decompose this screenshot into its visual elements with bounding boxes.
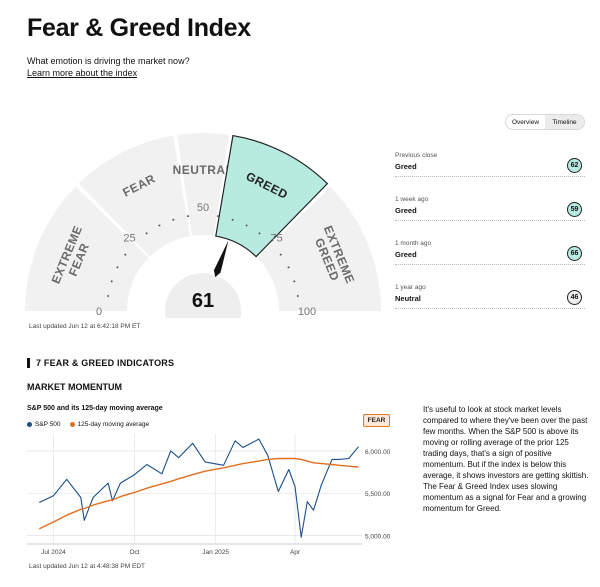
gauge-needle xyxy=(213,240,229,278)
history-rating: Greed xyxy=(395,162,417,171)
gauge-tick-label: 75 xyxy=(270,232,282,244)
chart-x-tick-label: Jul 2024 xyxy=(41,549,66,556)
gauge-tick-dot xyxy=(124,253,127,256)
legend-moving-average: 125-day moving average xyxy=(69,421,150,428)
gauge-segment-label: NEUTRAL xyxy=(173,163,234,177)
gauge-tick-dot xyxy=(110,280,113,283)
chart-y-tick-label: 5,000.00 xyxy=(365,534,391,541)
gauge-segment-greed xyxy=(215,134,329,258)
history-rating: Greed xyxy=(395,206,417,215)
history-score-badge: 46 xyxy=(567,290,582,305)
gauge-tick-label: 0 xyxy=(96,306,102,318)
view-toggle: Overview Timeline xyxy=(505,114,585,130)
gauge-segment-fear xyxy=(78,135,191,257)
market-momentum-chart: 5,000.00 5,500.00 6,000.00 Jul 2024 Oct Jan 2… xyxy=(27,434,391,556)
chart-last-updated: Last updated Jun 12 at 4:48:38 PM EDT xyxy=(29,563,145,570)
gauge-tick-dot xyxy=(287,266,290,269)
chart-x-tick-label: Jan 2025 xyxy=(202,549,229,556)
history-score-badge: 59 xyxy=(567,202,582,217)
gauge-tick-dot xyxy=(279,253,282,256)
indicator-description: It's useful to look at stock market leve… xyxy=(423,405,589,513)
divider xyxy=(395,308,585,309)
history-1-week: 1 week ago Greed 59 xyxy=(395,196,585,226)
history-1-month: 1 month ago Greed 66 xyxy=(395,240,585,270)
learn-more-link[interactable]: Learn more about the index xyxy=(27,68,138,78)
gauge-segment-extreme-fear xyxy=(25,186,149,311)
legend-dot xyxy=(27,421,32,427)
history-rating: Greed xyxy=(395,250,417,259)
history-period: 1 week ago xyxy=(395,196,429,203)
legend-label: S&P 500 xyxy=(35,421,61,428)
legend-label: 125-day moving average xyxy=(77,421,150,428)
page-title: Fear & Greed Index xyxy=(27,14,251,42)
divider xyxy=(395,264,585,265)
overview-tab[interactable]: Overview xyxy=(511,118,540,126)
legend-sp500: S&P 500 xyxy=(27,421,61,428)
gauge-segment-extreme-greed xyxy=(257,186,381,311)
gauge-tick-dot xyxy=(245,224,248,227)
section-marker xyxy=(27,358,30,368)
chart-x-tick-label: Oct xyxy=(129,549,139,556)
gauge-tick-dot xyxy=(172,218,175,221)
chart-legend: S&P 500 125-day moving average xyxy=(27,421,149,428)
divider xyxy=(395,176,585,177)
legend-dot xyxy=(69,421,75,427)
rating-tag: FEAR xyxy=(363,414,390,427)
divider xyxy=(395,220,585,221)
gauge-tick-label: 100 xyxy=(298,306,316,318)
gauge-tick-dot xyxy=(158,224,161,227)
gauge-tick-dot xyxy=(296,294,299,297)
moving-average-line xyxy=(38,457,359,530)
chart-x-tick-label: Apr xyxy=(290,549,301,556)
gauge-segment-neutral xyxy=(177,133,229,236)
gauge-center xyxy=(165,273,241,318)
chart-y-tick-label: 6,000.00 xyxy=(365,449,391,456)
gauge-tick-dot xyxy=(116,266,119,269)
gauge-last-updated: Last updated Jun 12 at 6:42:18 PM ET xyxy=(29,323,141,330)
history-rating: Neutral xyxy=(395,294,421,303)
gauge-tick-dot xyxy=(258,232,261,235)
history-score-badge: 66 xyxy=(567,246,582,261)
history-period: Previous close xyxy=(395,152,438,159)
indicators-heading: 7 FEAR & GREED INDICATORS xyxy=(36,358,175,368)
gauge-tick-label: 50 xyxy=(197,202,209,214)
market-momentum-heading: MARKET MOMENTUM xyxy=(27,382,122,392)
page-subtitle: What emotion is driving the market now? xyxy=(27,56,190,66)
gauge-tick-dot xyxy=(231,218,234,221)
gauge-tick-dot xyxy=(217,215,220,218)
gauge-tick-dot xyxy=(107,294,110,297)
history-period: 1 month ago xyxy=(395,240,432,247)
timeline-tab[interactable]: Timeline xyxy=(545,115,584,129)
sp500-line xyxy=(39,438,359,538)
chart-title: S&P 500 and its 125-day moving average xyxy=(27,405,163,412)
history-score-badge: 62 xyxy=(567,158,582,173)
gauge-tick-dot xyxy=(186,215,189,218)
gauge-value: 61 xyxy=(192,290,214,312)
gauge-tick-dot xyxy=(145,232,148,235)
history-1-year: 1 year ago Neutral 46 xyxy=(395,284,585,314)
gauge-tick-label: 25 xyxy=(123,232,135,244)
history-previous-close: Previous close Greed 62 xyxy=(395,152,585,182)
gauge-tick-dot xyxy=(293,280,296,283)
chart-y-tick-label: 5,500.00 xyxy=(365,491,391,498)
history-period: 1 year ago xyxy=(395,284,426,291)
